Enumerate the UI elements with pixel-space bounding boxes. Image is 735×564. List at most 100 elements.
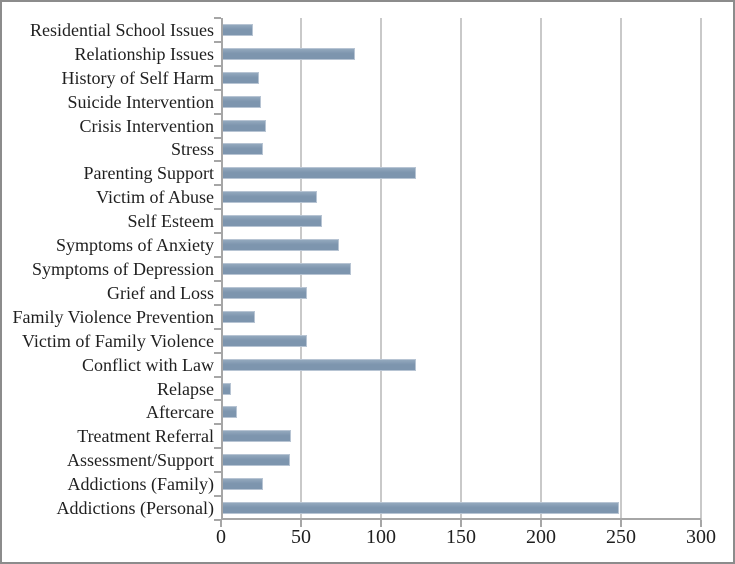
category-label: History of Self Harm — [61, 67, 214, 88]
x-axis-line — [221, 518, 701, 520]
y-axis-tick — [214, 447, 221, 450]
category-label: Symptoms of Depression — [32, 259, 214, 280]
x-axis-tick — [379, 520, 382, 527]
bar-row — [221, 114, 701, 138]
category-label: Treatment Referral — [77, 426, 214, 447]
gridline — [460, 18, 462, 520]
bar-rows — [221, 18, 701, 520]
bar — [221, 334, 308, 347]
y-axis-line — [221, 18, 223, 520]
bar-row — [221, 472, 701, 496]
category-label: Stress — [170, 139, 214, 160]
bar — [221, 286, 308, 299]
y-axis-tick — [214, 256, 221, 259]
y-axis-tick — [214, 88, 221, 91]
plot-area — [214, 17, 702, 527]
y-axis-tick — [214, 327, 221, 330]
category-label: Victim of Abuse — [96, 187, 214, 208]
bar-row — [221, 281, 701, 305]
bar — [221, 310, 255, 323]
x-axis-tick — [539, 520, 542, 527]
y-axis-tick — [214, 423, 221, 426]
y-axis-tick — [214, 232, 221, 235]
y-axis-tick — [214, 495, 221, 498]
y-axis-tick — [214, 351, 221, 354]
bar-row — [221, 209, 701, 233]
x-axis-tick-labels: 0 50 100 150 200 250 300 — [216, 526, 716, 552]
y-axis-tick — [214, 112, 221, 115]
y-axis-tick — [214, 375, 221, 378]
bar-row — [221, 257, 701, 281]
y-axis-tick — [214, 519, 221, 521]
gridline — [379, 18, 382, 520]
bar — [221, 71, 260, 84]
bar-row — [221, 377, 701, 401]
bar-row — [221, 424, 701, 448]
bar — [221, 47, 356, 60]
y-axis-tick — [214, 279, 221, 282]
y-axis-tick — [214, 64, 221, 67]
bar-row — [221, 353, 701, 377]
x-axis-tick — [700, 520, 702, 527]
bar-row — [221, 18, 701, 42]
bar — [221, 119, 266, 132]
category-label: Relationship Issues — [74, 43, 215, 64]
bar-row — [221, 401, 701, 425]
x-axis-tick-label: 150 — [446, 526, 476, 548]
category-axis-labels: Residential School Issues Relationship Is… — [2, 18, 214, 520]
bar-row — [221, 66, 701, 90]
category-label: Conflict with Law — [82, 354, 214, 375]
x-axis-tick — [299, 520, 302, 527]
bar — [221, 454, 290, 467]
y-axis-tick — [214, 17, 221, 19]
x-axis-tick-label: 250 — [606, 526, 636, 548]
bar — [221, 502, 620, 515]
bar-row — [221, 42, 701, 66]
category-label: Assessment/Support — [66, 450, 214, 471]
x-axis-tick-label: 50 — [290, 526, 311, 548]
category-label: Suicide Intervention — [67, 91, 214, 112]
y-axis-tick — [214, 303, 221, 306]
category-label: Self Esteem — [127, 211, 214, 232]
category-label: Addictions (Family) — [67, 474, 215, 495]
category-label: Grief and Loss — [107, 282, 214, 303]
bar — [221, 406, 237, 419]
bar-row — [221, 233, 701, 257]
category-label: Aftercare — [146, 402, 214, 423]
bar — [221, 215, 322, 228]
bar-row — [221, 185, 701, 209]
y-axis-tick — [214, 399, 221, 402]
bar — [221, 263, 351, 276]
bar-row — [221, 138, 701, 162]
bar — [221, 478, 263, 491]
bar-row — [221, 90, 701, 114]
y-axis-tick — [214, 160, 221, 163]
bar — [221, 191, 317, 204]
category-label: Symptoms of Anxiety — [55, 235, 214, 256]
bar-row — [221, 161, 701, 185]
x-axis-tick-label: 100 — [365, 526, 396, 548]
x-axis-tick-label: 300 — [686, 526, 716, 548]
category-label: Residential School Issues — [30, 19, 214, 40]
y-axis-tick — [214, 136, 221, 139]
bar — [221, 430, 292, 443]
bar — [221, 95, 261, 108]
bar — [221, 167, 417, 180]
bar — [221, 23, 253, 36]
gridline — [539, 18, 542, 520]
bar-row — [221, 305, 701, 329]
category-label: Parenting Support — [83, 163, 215, 184]
bar-row — [221, 329, 701, 353]
y-axis-tick — [214, 184, 221, 187]
category-label: Crisis Intervention — [79, 115, 214, 136]
y-axis-tick — [214, 208, 221, 211]
bar-row — [221, 448, 701, 472]
bar — [221, 358, 417, 371]
x-axis-tick — [620, 520, 622, 527]
x-axis-tick-label: 0 — [216, 526, 226, 548]
x-axis-tick-label: 200 — [525, 526, 556, 548]
y-axis-tick — [214, 471, 221, 474]
category-label: Addictions (Personal) — [56, 498, 214, 519]
gridline — [620, 18, 622, 520]
